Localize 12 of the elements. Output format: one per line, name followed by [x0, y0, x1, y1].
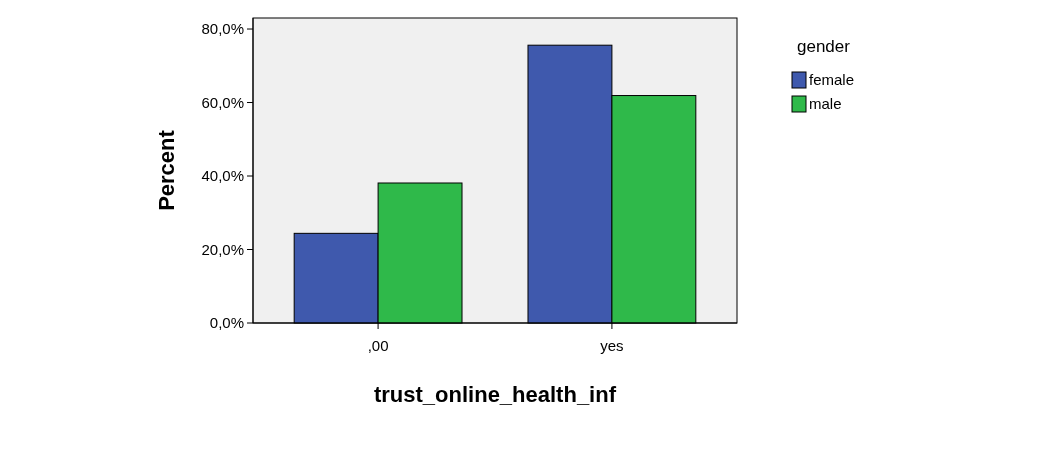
- x-tick-label: ,00: [367, 337, 389, 354]
- y-tick-label: 40,0%: [201, 167, 244, 185]
- y-axis-title: Percent: [154, 129, 179, 211]
- legend-title: gender: [797, 37, 851, 56]
- y-tick-label: 20,0%: [201, 240, 244, 258]
- legend-label: male: [809, 95, 842, 113]
- legend-label: female: [809, 71, 855, 89]
- x-axis-title: trust_online_health_inf: [373, 382, 617, 407]
- x-tick-label: yes: [600, 337, 624, 354]
- y-tick-label: 0,0%: [209, 314, 244, 332]
- y-tick-label: 60,0%: [201, 93, 244, 111]
- y-tick-label: 80,0%: [201, 20, 244, 38]
